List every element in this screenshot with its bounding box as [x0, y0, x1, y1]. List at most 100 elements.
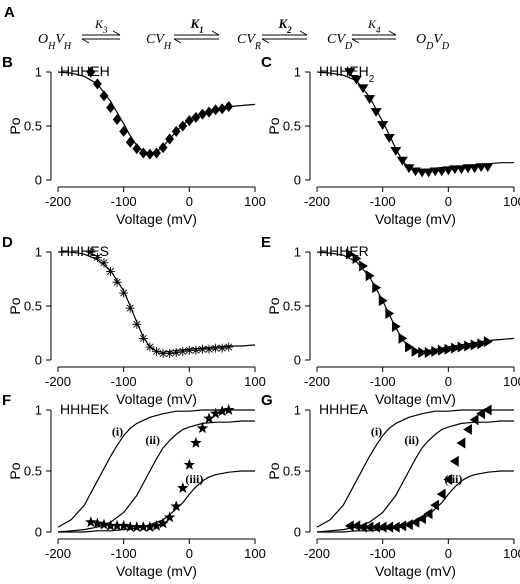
- y-tick-label: 1: [35, 245, 42, 260]
- data-point: [396, 156, 408, 166]
- panel-letter: F: [2, 392, 11, 409]
- y-axis-title: Po: [266, 297, 282, 314]
- panel-letter: D: [2, 234, 13, 251]
- scheme-arrow-2: [261, 30, 308, 44]
- scheme-rate-1: K1: [190, 16, 204, 35]
- x-tick-label: -200: [45, 194, 71, 209]
- panel-d: D -200 -100 0 100 0 0.5 1 Voltage (mV) Po HHHES: [2, 234, 266, 407]
- data-point: [191, 111, 201, 123]
- data-point: [223, 404, 235, 415]
- data-point: [93, 78, 102, 90]
- data-point: [150, 519, 163, 531]
- data-point: [390, 146, 402, 156]
- y-tick-label: 0.5: [24, 464, 42, 479]
- data-point: [190, 436, 202, 448]
- x-tick-label: 0: [186, 546, 193, 561]
- data-point: [390, 521, 400, 533]
- panel-letter: G: [261, 392, 273, 409]
- x-axis-title: Voltage (mV): [375, 563, 456, 579]
- x-tick-label: -100: [111, 194, 137, 209]
- y-tick-label: 0: [35, 525, 42, 540]
- data-point: [132, 143, 142, 155]
- data-point: [436, 488, 446, 500]
- x-tick-label: -200: [45, 546, 71, 561]
- data-point: [178, 120, 188, 132]
- scheme-arrow-0: [81, 30, 121, 44]
- x-axis-title: Voltage (mV): [375, 211, 456, 227]
- data-point: [119, 125, 129, 137]
- data-point: [91, 517, 104, 529]
- fit-curve: [57, 71, 256, 155]
- x-tick-label: -100: [111, 374, 137, 389]
- data-point: [125, 136, 135, 148]
- data-point: [117, 519, 130, 531]
- fit-curve: [58, 470, 255, 533]
- data-point: [443, 474, 453, 486]
- x-tick-label: -200: [304, 194, 330, 209]
- data-point: [224, 342, 234, 352]
- data-point: [209, 407, 222, 419]
- data-point: [352, 252, 362, 264]
- x-tick-label: -100: [370, 194, 396, 209]
- data-point: [469, 414, 479, 426]
- data-point: [184, 115, 194, 127]
- data-point: [370, 108, 382, 117]
- data-point: [178, 346, 188, 356]
- data-point: [171, 347, 181, 357]
- panel-c: C -200 -100 0 100 0 0.5 1 Voltage (mV) Po HHHEH2: [261, 54, 520, 227]
- x-tick-label: 0: [445, 546, 452, 561]
- data-point: [124, 521, 136, 532]
- panel-letter: B: [2, 54, 13, 71]
- data-point: [456, 437, 466, 449]
- data-point: [417, 513, 426, 525]
- x-tick-label: -200: [45, 374, 71, 389]
- data-point: [436, 167, 448, 177]
- x-tick-label: 100: [244, 194, 266, 209]
- fit-curve: [316, 71, 514, 171]
- data-point: [131, 521, 143, 532]
- y-tick-label: 1: [294, 245, 301, 260]
- y-axis-title: Po: [7, 297, 23, 314]
- data-point: [86, 66, 96, 78]
- data-point: [457, 341, 467, 353]
- data-point: [191, 345, 201, 355]
- data-point: [372, 282, 382, 294]
- x-tick-label: -200: [304, 546, 330, 561]
- panel-letter-a: A: [4, 4, 15, 21]
- data-point: [170, 500, 182, 512]
- y-tick-label: 0.5: [24, 299, 42, 314]
- panel-name: HHHEA: [319, 401, 369, 417]
- data-point: [377, 121, 389, 130]
- data-point: [158, 349, 168, 359]
- curve-label: (ii): [404, 433, 419, 447]
- y-tick-label: 0.5: [24, 119, 42, 134]
- data-points: [344, 68, 494, 178]
- x-axis-title: Voltage (mV): [116, 211, 197, 227]
- data-point: [350, 75, 362, 85]
- data-point: [398, 332, 408, 344]
- data-point: [177, 482, 189, 493]
- data-point: [371, 521, 380, 533]
- panel-e: E -200 -100 0 100 0 0.5 1 Voltage (mV) Po HHHER: [261, 234, 520, 407]
- y-tick-label: 1: [294, 65, 301, 80]
- data-point: [216, 405, 228, 417]
- data-point: [483, 336, 493, 348]
- data-point: [469, 164, 481, 174]
- panel-g: G -200 -100 0 100 0 0.5 1 Voltage (mV) Po HHHEA(i)…: [261, 392, 520, 579]
- data-point: [165, 133, 175, 145]
- scheme-arrow-3: [351, 30, 397, 44]
- y-tick-label: 1: [35, 65, 42, 80]
- data-point: [224, 101, 234, 113]
- data-point: [377, 521, 387, 533]
- data-point: [184, 345, 194, 355]
- data-point: [418, 346, 428, 358]
- data-point: [106, 266, 116, 276]
- data-point: [403, 164, 415, 174]
- x-tick-label: -200: [304, 374, 330, 389]
- data-point: [203, 412, 215, 424]
- data-point: [463, 424, 472, 436]
- data-point: [152, 346, 161, 356]
- x-tick-label: 0: [445, 194, 452, 209]
- panel-f: F -200 -100 0 100 0 0.5 1 Voltage (mV) Po HHHEK(i)…: [2, 392, 266, 579]
- data-point: [197, 344, 207, 354]
